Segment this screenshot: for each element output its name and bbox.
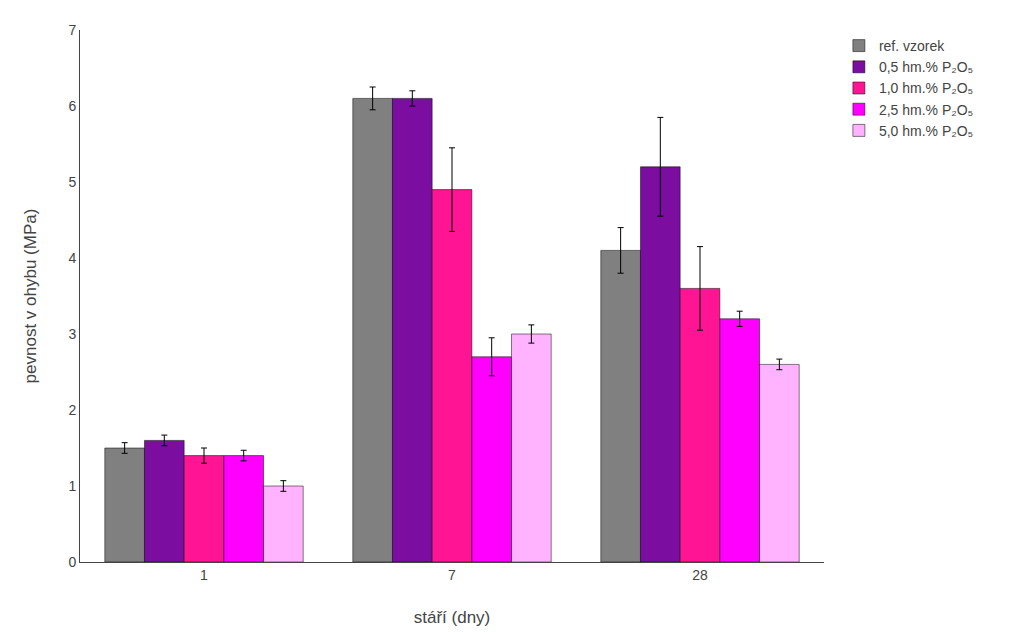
svg-text:7: 7 <box>448 567 456 583</box>
svg-text:ref. vzorek: ref. vzorek <box>879 38 945 54</box>
svg-text:3: 3 <box>68 326 76 342</box>
svg-text:0,5 hm.% P₂O₅: 0,5 hm.% P₂O₅ <box>879 59 973 75</box>
svg-text:stáří (dny): stáří (dny) <box>414 608 491 627</box>
svg-text:4: 4 <box>68 250 76 266</box>
svg-text:1: 1 <box>200 567 208 583</box>
svg-text:1: 1 <box>68 478 76 494</box>
svg-text:2,5 hm.% P₂O₅: 2,5 hm.% P₂O₅ <box>879 102 973 118</box>
svg-text:5,0 hm.% P₂O₅: 5,0 hm.% P₂O₅ <box>879 123 973 139</box>
svg-text:1,0 hm.% P₂O₅: 1,0 hm.% P₂O₅ <box>879 80 973 96</box>
svg-text:28: 28 <box>692 567 708 583</box>
svg-text:pevnost v ohybu (MPa): pevnost v ohybu (MPa) <box>21 209 40 384</box>
svg-text:5: 5 <box>68 174 76 190</box>
svg-text:0: 0 <box>68 554 76 570</box>
svg-text:2: 2 <box>68 402 76 418</box>
svg-text:6: 6 <box>68 98 76 114</box>
svg-text:7: 7 <box>68 22 76 38</box>
